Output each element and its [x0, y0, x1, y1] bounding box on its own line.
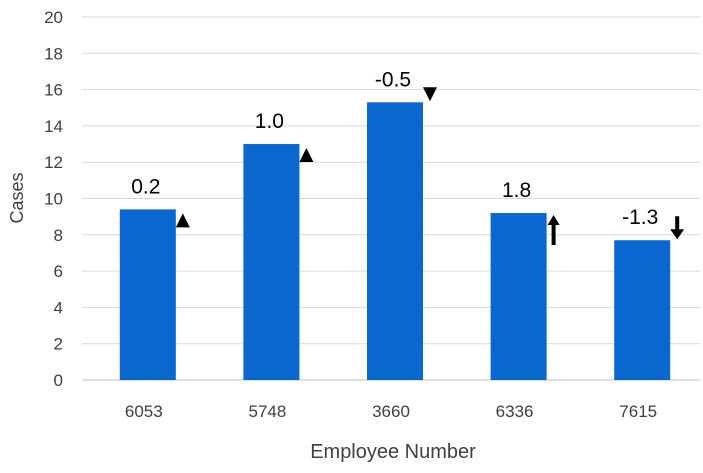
trend-up-icon	[175, 213, 190, 228]
annotation-layer: 0.2 1.0 -0.5 1.8 -1.3	[131, 68, 685, 246]
y-tick-label: 20	[44, 8, 63, 27]
bar	[614, 240, 671, 380]
trend-down-icon	[423, 87, 437, 102]
x-tick-label: 6053	[125, 402, 163, 421]
y-axis-label: Cases	[7, 172, 27, 223]
y-tick-label: 0	[54, 371, 63, 390]
x-tick-label: 7615	[619, 402, 657, 421]
y-tick-label: 16	[44, 81, 63, 100]
x-tick-labels: 6053 5748 3660 6336 7615	[125, 402, 657, 421]
trend-up-icon	[299, 148, 314, 163]
x-axis-label: Employee Number	[310, 441, 476, 463]
bar	[243, 144, 300, 380]
bar	[490, 213, 547, 380]
y-tick-label: 2	[54, 335, 63, 354]
x-tick-label: 3660	[372, 402, 410, 421]
data-label: 1.8	[502, 179, 531, 202]
y-tick-label: 6	[54, 262, 63, 281]
data-label: -0.5	[375, 68, 411, 91]
y-tick-label: 4	[54, 298, 63, 317]
x-tick-label: 6336	[496, 402, 534, 421]
x-tick-label: 5748	[248, 402, 286, 421]
y-tick-label: 12	[44, 153, 63, 172]
y-tick-labels: 0 2 4 6 8 10 12 14 16 18 20	[44, 8, 63, 390]
bar	[367, 102, 423, 381]
data-label: 0.2	[131, 175, 160, 198]
arrow-down-icon	[670, 216, 685, 240]
bar-layer	[119, 102, 671, 381]
data-label: 1.0	[255, 110, 284, 133]
data-label: -1.3	[622, 206, 658, 229]
arrow-up-icon	[547, 215, 560, 246]
y-tick-label: 18	[44, 44, 63, 63]
y-tick-label: 14	[44, 117, 63, 136]
y-tick-label: 8	[54, 226, 63, 245]
y-tick-label: 10	[44, 190, 63, 209]
bar	[119, 209, 176, 380]
